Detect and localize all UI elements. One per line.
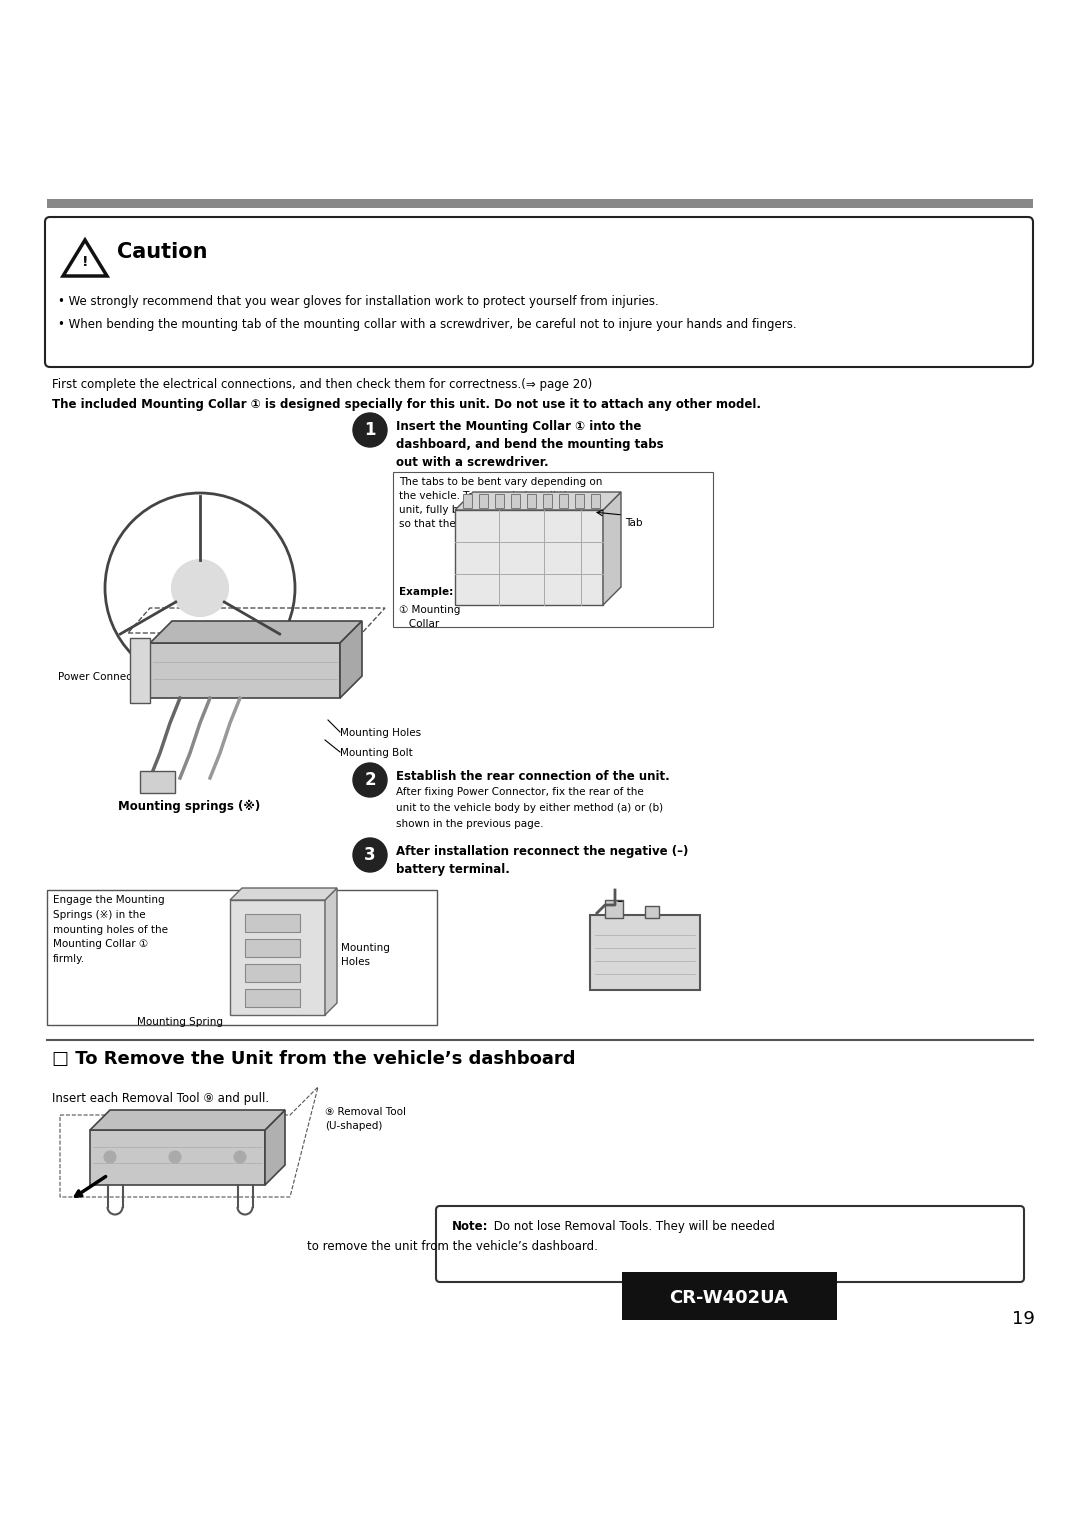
Polygon shape [603, 492, 621, 605]
Bar [48, 889, 437, 1025]
Bar [575, 494, 584, 507]
Polygon shape [230, 888, 337, 900]
Text: • When bending the mounting tab of the mounting collar with a screwdriver, be ca: • When bending the mounting tab of the m… [58, 318, 797, 332]
Bar [527, 494, 536, 507]
Bar [511, 494, 519, 507]
Text: Collar: Collar [399, 619, 440, 630]
Text: 3: 3 [364, 847, 376, 863]
Bar [90, 1131, 265, 1186]
Polygon shape [265, 1109, 285, 1186]
Bar [150, 643, 340, 698]
Text: –: – [617, 895, 623, 909]
Text: 19: 19 [1012, 1309, 1035, 1328]
Text: Example:: Example: [399, 587, 454, 597]
Bar [605, 900, 623, 918]
Polygon shape [325, 888, 337, 1015]
Text: Caution: Caution [117, 241, 207, 261]
Bar [543, 494, 552, 507]
Text: Tab: Tab [625, 518, 643, 529]
Text: shown in the previous page.: shown in the previous page. [396, 819, 543, 830]
Bar [245, 940, 300, 957]
Text: !: ! [82, 255, 89, 269]
Bar [245, 964, 300, 983]
Text: unit to the vehicle body by either method (a) or (b): unit to the vehicle body by either metho… [396, 804, 663, 813]
Text: Insert the Mounting Collar ① into the: Insert the Mounting Collar ① into the [396, 420, 642, 432]
Bar [393, 472, 713, 626]
Circle shape [353, 837, 387, 872]
Text: Note:: Note: [453, 1219, 488, 1233]
Circle shape [172, 559, 228, 616]
Circle shape [353, 762, 387, 798]
Circle shape [168, 1151, 181, 1163]
FancyBboxPatch shape [436, 1206, 1024, 1282]
Text: Insert each Removal Tool ⑨ and pull.: Insert each Removal Tool ⑨ and pull. [52, 1093, 269, 1105]
Circle shape [234, 1151, 246, 1163]
Text: Mounting
Holes: Mounting Holes [341, 943, 390, 967]
Bar [455, 510, 603, 605]
Text: out with a screwdriver.: out with a screwdriver. [396, 455, 549, 469]
Text: ① Mounting: ① Mounting [399, 605, 460, 614]
FancyBboxPatch shape [45, 217, 1032, 367]
Text: Mounting springs (※): Mounting springs (※) [118, 801, 260, 813]
Text: First complete the electrical connections, and then check them for correctness.(: First complete the electrical connection… [52, 377, 592, 391]
Text: ⑨ Removal Tool
(U-shaped): ⑨ Removal Tool (U-shaped) [325, 1106, 406, 1131]
Bar [463, 494, 472, 507]
Bar [480, 494, 488, 507]
Text: CR-W402UA: CR-W402UA [670, 1290, 788, 1306]
Text: 1: 1 [364, 422, 376, 439]
Bar [245, 989, 300, 1007]
Circle shape [353, 413, 387, 448]
Bar [230, 900, 325, 1015]
Text: After installation reconnect the negative (–): After installation reconnect the negativ… [396, 845, 688, 859]
Text: Mounting Holes: Mounting Holes [340, 727, 421, 738]
Bar [622, 1271, 837, 1320]
Bar [130, 639, 150, 703]
Circle shape [104, 1151, 116, 1163]
Text: battery terminal.: battery terminal. [396, 863, 510, 876]
Bar [245, 914, 300, 932]
Text: to remove the unit from the vehicle’s dashboard.: to remove the unit from the vehicle’s da… [307, 1241, 597, 1253]
Text: 2: 2 [364, 772, 376, 788]
Text: □ To Remove the Unit from the vehicle’s dashboard: □ To Remove the Unit from the vehicle’s … [52, 1050, 576, 1068]
Text: Engage the Mounting
Springs (※) in the
mounting holes of the
Mounting Collar ①
f: Engage the Mounting Springs (※) in the m… [53, 895, 168, 964]
Polygon shape [340, 620, 362, 698]
Bar [140, 772, 175, 793]
Bar [591, 494, 600, 507]
Text: • We strongly recommend that you wear gloves for installation work to protect yo: • We strongly recommend that you wear gl… [58, 295, 659, 309]
Bar [495, 494, 504, 507]
Text: dashboard, and bend the mounting tabs: dashboard, and bend the mounting tabs [396, 439, 663, 451]
Text: Mounting Bolt: Mounting Bolt [340, 749, 413, 758]
Bar [559, 494, 568, 507]
Bar [48, 199, 1032, 208]
Text: Do not lose Removal Tools. They will be needed: Do not lose Removal Tools. They will be … [490, 1219, 774, 1233]
Text: The tabs to be bent vary depending on
the vehicle. To securely install the
unit,: The tabs to be bent vary depending on th… [399, 477, 603, 529]
Text: Mounting Spring: Mounting Spring [137, 1018, 222, 1027]
Polygon shape [455, 492, 621, 510]
Text: Establish the rear connection of the unit.: Establish the rear connection of the uni… [396, 770, 670, 782]
Polygon shape [90, 1109, 285, 1131]
Bar [645, 906, 659, 918]
Text: After fixing Power Connector, fix the rear of the: After fixing Power Connector, fix the re… [396, 787, 644, 798]
Text: Power Connector: Power Connector [58, 672, 147, 681]
Text: The included Mounting Collar ① is designed specially for this unit. Do not use i: The included Mounting Collar ① is design… [52, 397, 761, 411]
Polygon shape [150, 620, 362, 643]
Bar [590, 915, 700, 990]
